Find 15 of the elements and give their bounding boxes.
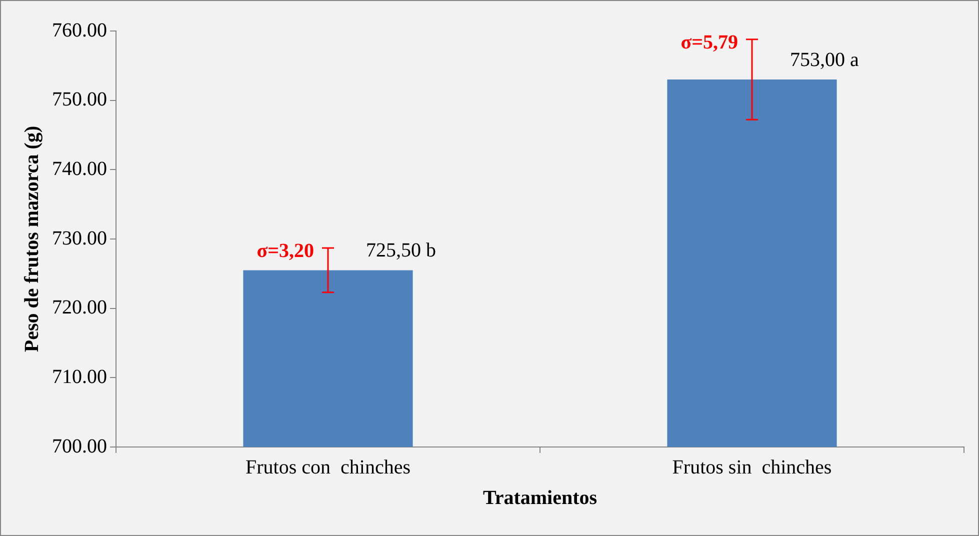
x-tick-label: Frutos sin chinches (672, 456, 832, 478)
x-tick-label: Frutos con chinches (246, 456, 411, 478)
y-tick-label: 720.00 (52, 296, 107, 319)
y-tick-label: 730.00 (52, 227, 107, 250)
annotation: σ=5,79 (680, 32, 738, 54)
y-tick-label: 700.00 (52, 435, 107, 458)
data-label: 753,00 a (790, 48, 859, 71)
x-axis-title: Tratamientos (482, 487, 598, 510)
y-tick-label: 710.00 (52, 366, 107, 388)
annotation: σ=3,20 (256, 240, 314, 262)
y-tick-label: 750.00 (52, 88, 107, 111)
y-tick-label: 760.00 (52, 19, 107, 42)
y-axis-title: Peso de frutos mazorca (g) (21, 126, 44, 352)
data-label: 725,50 b (366, 239, 436, 262)
y-tick-label: 740.00 (52, 158, 107, 180)
